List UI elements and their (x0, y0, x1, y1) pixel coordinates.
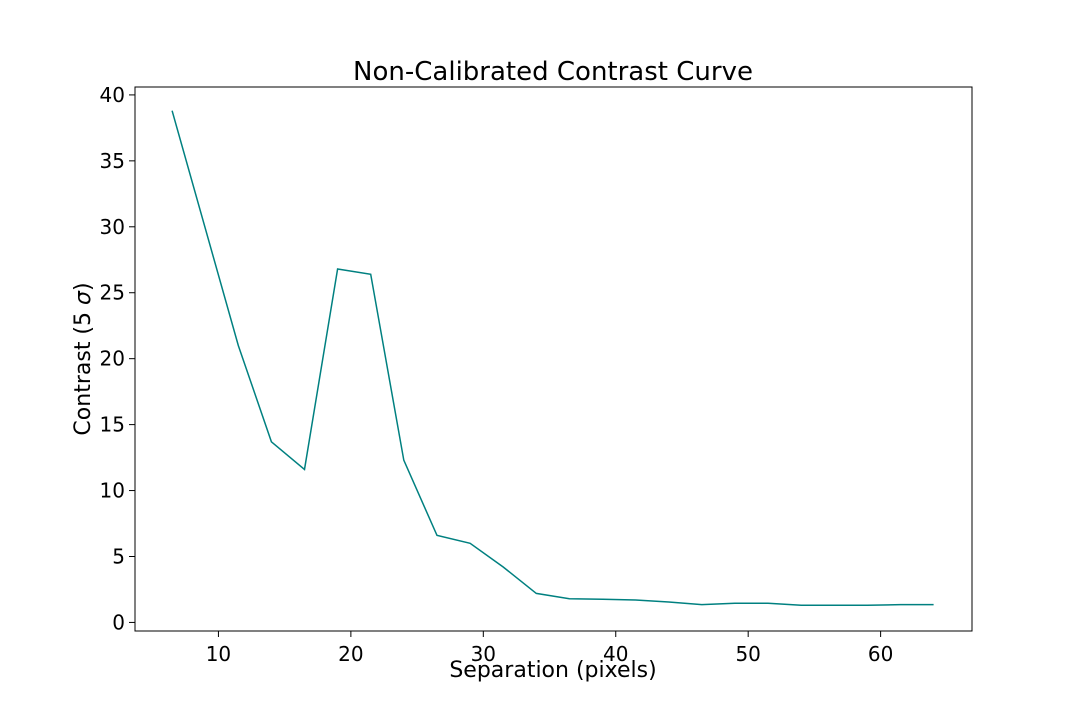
x-axis-ticks: 10 20 30 40 50 60 (206, 631, 893, 666)
y-axis-label: Contrast (5 σ) (71, 282, 96, 435)
y-tick-label: 10 (100, 479, 125, 503)
y-tick-label: 30 (100, 215, 125, 239)
y-tick-label: 15 (100, 413, 125, 437)
x-tick-label: 40 (603, 642, 628, 666)
chart-title: Non-Calibrated Contrast Curve (353, 57, 753, 87)
y-tick-label: 5 (112, 544, 125, 568)
y-axis-ticks: 0 5 10 15 20 25 30 35 40 (100, 83, 135, 634)
y-tick-label: 35 (100, 149, 125, 173)
y-tick-label: 20 (100, 347, 125, 371)
y-tick-label: 25 (100, 281, 125, 305)
x-tick-label: 60 (868, 642, 893, 666)
y-axis-label-main: Contrast (5 (71, 305, 96, 436)
x-tick-label: 10 (206, 642, 231, 666)
contrast-series-line (171, 110, 934, 607)
y-tick-label: 0 (112, 610, 125, 634)
x-tick-label: 50 (735, 642, 760, 666)
y-axis-label-sigma: σ (71, 290, 96, 305)
y-axis-label-end: ) (71, 282, 96, 291)
y-tick-label: 40 (100, 83, 125, 107)
x-tick-label: 30 (471, 642, 496, 666)
x-axis-label: Separation (pixels) (449, 658, 656, 683)
x-tick-label: 20 (338, 642, 363, 666)
plot-frame (134, 86, 973, 632)
